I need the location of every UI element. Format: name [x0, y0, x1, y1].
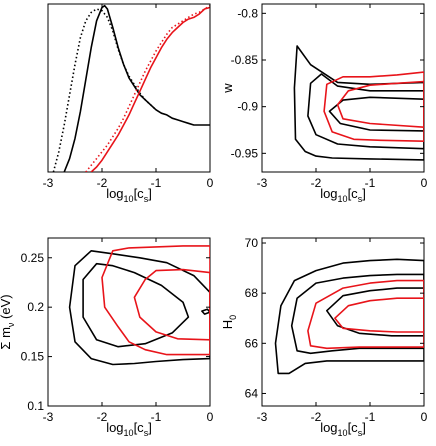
y-tick-label: 70 — [245, 236, 259, 250]
y-tick-group: 70 68 66 64 — [245, 236, 424, 400]
x-axis-label: log10[cs] — [106, 420, 152, 438]
contour-group — [293, 45, 424, 161]
x-tick-label: -2 — [97, 176, 108, 190]
black-contour-2 — [328, 96, 424, 132]
x-tick-label: 0 — [421, 176, 428, 190]
contour-group — [68, 245, 210, 366]
red-contour-4 — [334, 297, 424, 333]
red-curve-2 — [90, 6, 210, 172]
x-tick-label: -3 — [43, 176, 54, 190]
black-curve-0 — [63, 4, 210, 172]
series-group — [52, 4, 210, 172]
y-tick-label: -0.9 — [237, 100, 258, 114]
y-tick-group: -0.8 -0.85 -0.9 -0.95 — [231, 6, 424, 160]
x-tick-label: 0 — [207, 410, 214, 424]
black-contour-0 — [274, 258, 424, 375]
y-tick-label: -0.85 — [231, 53, 259, 67]
plot-frame — [261, 3, 425, 173]
x-tick-group: -3 -2 -1 0 — [43, 4, 214, 190]
y-tick-label: -0.95 — [231, 146, 259, 160]
panel-w: -3 -2 -1 0 -0.8 -0.85 -0.9 -0.95 log10[cs] w — [220, 3, 428, 204]
x-tick-label: -1 — [365, 410, 376, 424]
black-contour-2 — [326, 287, 424, 337]
x-tick-label: -1 — [151, 176, 162, 190]
panel-cs-posterior: -3 -2 -1 0 log10[cs] — [43, 3, 214, 204]
black-contour-2 — [201, 308, 210, 315]
x-tick-group: -3 -2 -1 0 — [257, 238, 428, 424]
red-contour-3 — [101, 245, 210, 356]
red-contour-4 — [336, 80, 424, 128]
red-curve-3 — [85, 5, 210, 172]
y-tick-group: 0.25 0.2 0.15 0.1 — [21, 251, 210, 413]
x-axis-label: log10[cs] — [320, 420, 366, 438]
red-contour-4 — [133, 268, 210, 341]
x-tick-label: -3 — [43, 410, 54, 424]
x-axis-label: log10[cs] — [106, 186, 152, 204]
x-tick-label: -2 — [97, 410, 108, 424]
black-curve-1 — [52, 8, 157, 172]
x-tick-label: -2 — [311, 410, 322, 424]
x-tick-label: 0 — [207, 176, 214, 190]
x-tick-label: -1 — [365, 176, 376, 190]
x-tick-label: -3 — [257, 410, 268, 424]
y-tick-label: 64 — [245, 386, 259, 400]
black-contour-1 — [82, 262, 190, 348]
red-contour-3 — [323, 71, 424, 142]
panel-hubble: -3 -2 -1 0 70 68 66 64 log10[cs] H0 — [220, 236, 428, 438]
x-tick-group: -3 -2 -1 0 — [43, 238, 214, 424]
x-axis-label: log10[cs] — [320, 186, 366, 204]
x-tick-label: 0 — [421, 410, 428, 424]
x-tick-label: -1 — [151, 410, 162, 424]
x-tick-label: -2 — [311, 176, 322, 190]
y-tick-label: 66 — [245, 336, 259, 350]
plot-frame — [47, 3, 211, 173]
x-tick-label: -3 — [257, 176, 268, 190]
x-tick-group: -3 -2 -1 0 — [257, 4, 428, 190]
y-axis-label: Σ mν (eV) — [0, 294, 16, 349]
black-contour-0 — [68, 250, 210, 366]
y-axis-label: H0 — [220, 315, 238, 329]
y-tick-label: 0.1 — [27, 399, 44, 413]
y-tick-label: 0.25 — [21, 251, 45, 265]
black-contour-0 — [293, 45, 424, 161]
y-tick-label: 0.2 — [27, 300, 44, 314]
y-axis-label: w — [220, 83, 235, 94]
y-tick-label: 0.15 — [21, 350, 45, 364]
panel-neutrino-mass: -3 -2 -1 0 0.25 0.2 0.15 0.1 log10[cs] Σ mν (e… — [0, 237, 214, 438]
black-contour-1 — [307, 73, 424, 150]
contour-group — [274, 258, 424, 375]
black-contour-1 — [290, 273, 424, 355]
y-tick-label: 68 — [245, 286, 259, 300]
red-contour-3 — [307, 279, 424, 350]
y-tick-label: -0.8 — [237, 6, 258, 20]
